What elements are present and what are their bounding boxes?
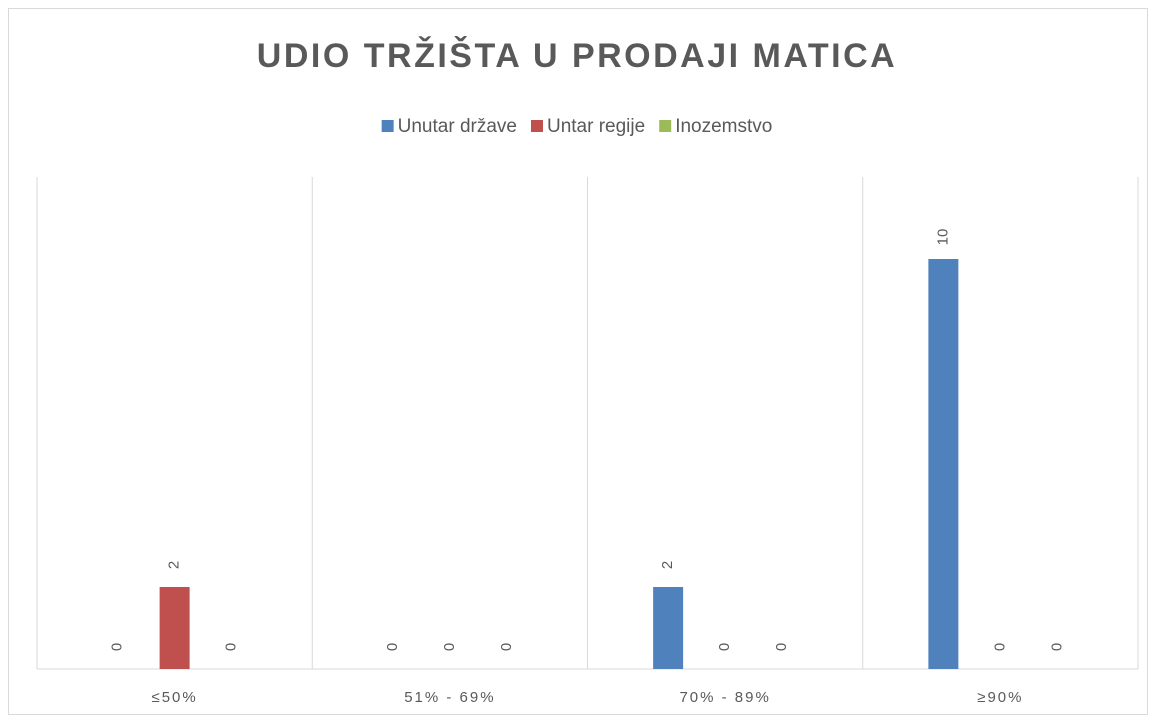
legend-label: Inozemstvo [675,116,772,137]
legend-swatch [381,120,394,132]
chart-title: UDIO TRŽIŠTA U PRODAJI MATICA [257,36,897,75]
bar [928,259,959,669]
data-label: 10 [934,229,951,246]
data-label: 0 [223,643,240,651]
data-label: 0 [1048,643,1065,651]
x-tick-label: 70% - 89% [679,689,770,706]
x-tick-label: 51% - 69% [404,689,495,706]
data-label: 0 [773,643,790,651]
legend-swatch [530,120,543,132]
data-label: 0 [109,643,126,651]
bar [159,587,190,669]
data-label: 0 [991,643,1008,651]
legend: Unutar države Untar regije Inozemstvo [381,116,772,137]
legend-label: Untar regije [547,116,645,137]
data-label: 0 [384,643,401,651]
data-label: 2 [166,561,183,569]
x-tick-label: ≤50% [151,689,197,706]
x-tick-label: ≥90% [977,689,1023,706]
data-label: 0 [441,643,458,651]
legend-label: Unutar države [398,116,517,137]
legend-swatch [659,120,672,132]
data-label: 2 [659,561,676,569]
data-label: 0 [498,643,515,651]
data-label: 0 [716,643,733,651]
bar [653,587,684,669]
